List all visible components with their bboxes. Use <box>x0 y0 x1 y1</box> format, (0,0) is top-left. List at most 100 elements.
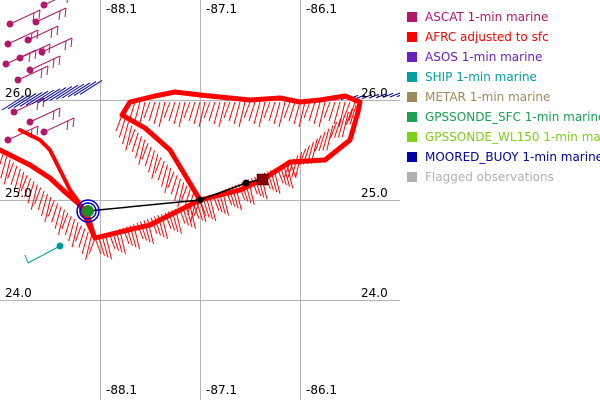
afrc-barb-staff <box>203 101 211 119</box>
afrc-barb-staff <box>233 101 241 125</box>
afrc-barb-staff <box>338 101 346 128</box>
ascat-barb-feather <box>58 10 61 21</box>
ascat-barb-staff <box>5 49 37 65</box>
afrc-barb-staff <box>209 195 217 222</box>
ascat-barb-staff <box>27 25 59 41</box>
buoy-barb-staff <box>61 83 85 99</box>
legend-item-flagged[interactable]: Flagged observations <box>407 167 600 187</box>
afrc-barb-staff <box>164 168 172 194</box>
afrc-barb-staff <box>343 101 351 119</box>
afrc-barb-staff <box>253 101 261 125</box>
buoy-barb-staff <box>368 93 380 99</box>
afrc-barb-staff <box>105 234 112 260</box>
start-square-marker <box>256 173 269 186</box>
ascat-barb-feather <box>58 55 61 66</box>
afrc-barb-staff <box>122 121 129 145</box>
legend-item-asos[interactable]: ASOS 1-min marine <box>407 47 600 67</box>
afrc-barb-staff <box>349 105 357 125</box>
afrc-barb-staff <box>131 132 139 152</box>
ascat-barb-feather <box>70 37 73 48</box>
lon-tick-top-2: -87.1 <box>206 2 237 16</box>
ascat-barb-feather <box>64 7 67 18</box>
afrc-barb-staff <box>17 171 25 198</box>
lon-tick-top-1: -88.1 <box>106 2 137 16</box>
afrc-barb-staff <box>54 206 62 229</box>
afrc-barb-staff <box>243 101 251 119</box>
lat-tick-right-3: 24.0 <box>361 286 388 300</box>
afrc-barb-staff <box>223 101 231 119</box>
afrc-barb-staff <box>3 159 11 185</box>
buoy-barb-staff <box>67 82 91 98</box>
afrc-barb-staff <box>248 101 256 122</box>
buoy-barb-staff <box>43 87 67 103</box>
afrc-barb-staff <box>308 101 316 122</box>
afrc-barb-staff <box>303 101 311 119</box>
ship-barb-feather <box>24 254 29 264</box>
afrc-barb-staff <box>158 101 166 128</box>
observation-legend: ASCAT 1-min marine AFRC adjusted to sfc … <box>407 7 600 187</box>
ascat-barb-staff <box>7 29 39 45</box>
afrc-barb-staff <box>238 101 246 128</box>
ascat-barb-feather <box>58 107 61 118</box>
buoy-barb-staff <box>361 94 373 100</box>
afrc-barb-staff <box>318 131 326 152</box>
afrc-barb-staff <box>318 101 326 128</box>
ascat-barb-staff <box>35 7 67 23</box>
legend-item-ship[interactable]: SHIP 1-min marine <box>407 67 600 87</box>
afrc-barb-staff <box>153 101 161 125</box>
ship-wind-barb <box>24 242 64 264</box>
buoy-barb-staff <box>13 93 37 109</box>
ship-station-dot <box>56 242 64 250</box>
afrc-barb-staff <box>288 101 296 122</box>
afrc-barb-staff <box>291 155 299 178</box>
afrc-barb-staff <box>330 121 338 139</box>
afrc-barb-staff <box>293 101 301 125</box>
ascat-barb-feather <box>40 68 43 79</box>
ascat-barb-feather <box>56 25 59 36</box>
afrc-barb-staff <box>334 118 342 138</box>
lon-tick-top-3: -86.1 <box>306 2 337 16</box>
afrc-barb-staff <box>85 234 93 260</box>
afrc-barb-staff <box>24 178 32 198</box>
ascat-barb-feather <box>28 52 31 63</box>
legend-label: AFRC adjusted to sfc <box>425 30 549 44</box>
afrc-barb-staff <box>341 111 349 138</box>
legend-item-gpssonde-sfc[interactable]: GPSSONDE_SFC 1-min marine <box>407 107 600 127</box>
afrc-barb-staff <box>135 136 142 159</box>
legend-item-metar[interactable]: METAR 1-min marine <box>407 87 600 107</box>
afrc-barb-staff <box>348 101 356 122</box>
afrc-barb-staff <box>138 139 146 165</box>
legend-label: Flagged observations <box>425 170 554 184</box>
afrc-barb-staff <box>161 164 168 187</box>
ascat-barb-feather <box>46 65 49 76</box>
legend-item-gpssonde-wl150[interactable]: GPSSONDE_WL150 1-min marine <box>407 127 600 147</box>
afrc-barb-staff <box>151 153 159 180</box>
center-ring-outer <box>76 199 100 223</box>
afrc-barb-staff <box>163 101 171 119</box>
legend-item-moored-buoy[interactable]: MOORED_BUOY 1-min marine <box>407 147 600 167</box>
buoy-barb-staff <box>1 95 25 111</box>
legend-item-ascat[interactable]: ASCAT 1-min marine <box>407 7 600 27</box>
afrc-barb-staff <box>51 203 59 223</box>
legend-swatch <box>407 72 417 82</box>
center-dot <box>82 205 94 217</box>
legend-swatch <box>407 92 417 102</box>
afrc-barb-staff <box>68 219 76 242</box>
center-track-point-1 <box>196 196 204 204</box>
afrc-barb-staff <box>44 197 52 223</box>
legend-item-afrc[interactable]: AFRC adjusted to sfc <box>407 27 600 47</box>
buoy-barb-staff <box>7 94 31 110</box>
afrc-barb-staff <box>143 101 151 119</box>
afrc-barb-staff <box>283 101 291 119</box>
afrc-barb-staff <box>170 175 178 195</box>
legend-swatch <box>407 12 417 22</box>
afrc-barb-staff <box>7 162 15 179</box>
buoy-barb-staff <box>382 92 394 98</box>
storm-center-marker <box>76 199 100 223</box>
afrc-barb-staff <box>323 101 331 119</box>
center-track-line <box>87 178 263 212</box>
ascat-barb-feather <box>36 125 39 136</box>
ascat-barb-feather <box>34 49 37 60</box>
afrc-barb-staff <box>94 237 102 255</box>
afrc-barb-staff <box>157 160 165 181</box>
